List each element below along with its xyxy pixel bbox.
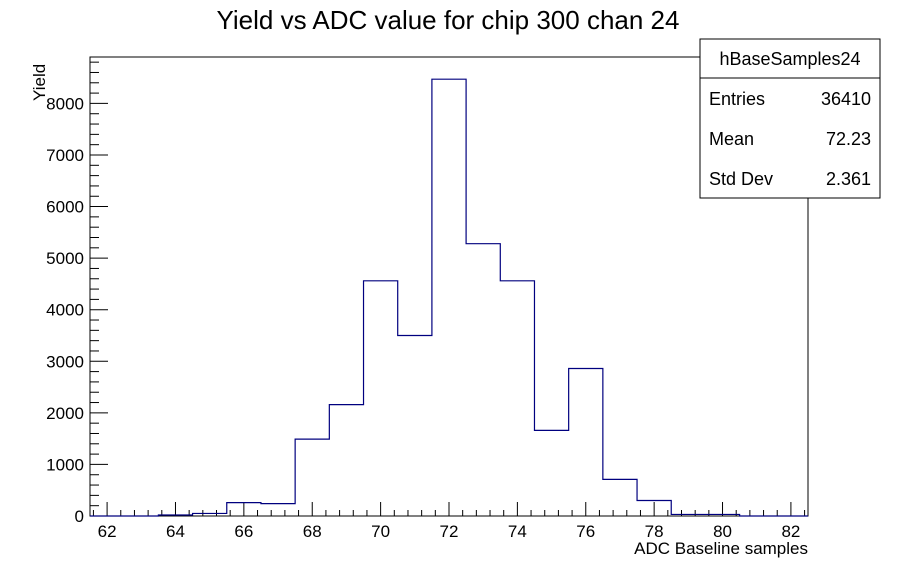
histogram-bin xyxy=(364,281,398,516)
x-tick-label: 70 xyxy=(371,522,390,541)
x-tick-label: 78 xyxy=(645,522,664,541)
y-axis-title: Yield xyxy=(30,64,49,101)
x-tick-label: 74 xyxy=(508,522,527,541)
x-tick-label: 72 xyxy=(440,522,459,541)
tick-labels: 62 64 66 68 70 72 74 76 78 80 82 0 1000 2000 3000 4000 5… xyxy=(46,94,800,541)
histogram-bin xyxy=(534,430,568,516)
y-tick-label: 2000 xyxy=(46,404,84,423)
histogram-bin xyxy=(261,504,295,516)
y-tick-label: 0 xyxy=(75,507,84,526)
histogram-bin xyxy=(329,405,363,516)
stats-mean-value: 72.23 xyxy=(826,129,871,149)
y-tick-label: 5000 xyxy=(46,249,84,268)
y-tick-label: 6000 xyxy=(46,198,84,217)
x-tick-label: 62 xyxy=(98,522,117,541)
histogram-bin xyxy=(603,479,637,516)
stats-stddev-label: Std Dev xyxy=(709,169,773,189)
stats-entries-value: 36410 xyxy=(821,89,871,109)
stats-box-frame xyxy=(699,38,881,199)
histogram-series-line xyxy=(90,78,808,517)
stats-box: hBaseSamples24 Entries 36410 Mean 72.23 … xyxy=(699,38,881,199)
chart-title: Yield vs ADC value for chip 300 chan 24 xyxy=(217,5,680,35)
histogram-bin xyxy=(432,79,466,516)
y-tick-label: 8000 xyxy=(46,94,84,113)
x-tick-label: 68 xyxy=(303,522,322,541)
y-tick-label: 1000 xyxy=(46,455,84,474)
histogram-bin xyxy=(466,244,500,516)
stats-stddev-value: 2.361 xyxy=(826,169,871,189)
x-tick-label: 82 xyxy=(781,522,800,541)
x-tick-label: 76 xyxy=(576,522,595,541)
stats-box-name: hBaseSamples24 xyxy=(719,49,860,69)
histogram-bin xyxy=(569,369,603,516)
y-tick-label: 3000 xyxy=(46,352,84,371)
x-tick-label: 66 xyxy=(234,522,253,541)
x-axis-title: ADC Baseline samples xyxy=(634,539,808,558)
axis-ticks xyxy=(90,61,806,517)
stats-entries-label: Entries xyxy=(709,89,765,109)
x-tick-label: 80 xyxy=(713,522,732,541)
y-tick-label: 7000 xyxy=(46,146,84,165)
histogram-bin xyxy=(500,281,534,516)
stats-mean-label: Mean xyxy=(709,129,754,149)
x-tick-label: 64 xyxy=(166,522,185,541)
y-tick-label: 4000 xyxy=(46,301,84,320)
histogram-bin xyxy=(398,335,432,516)
